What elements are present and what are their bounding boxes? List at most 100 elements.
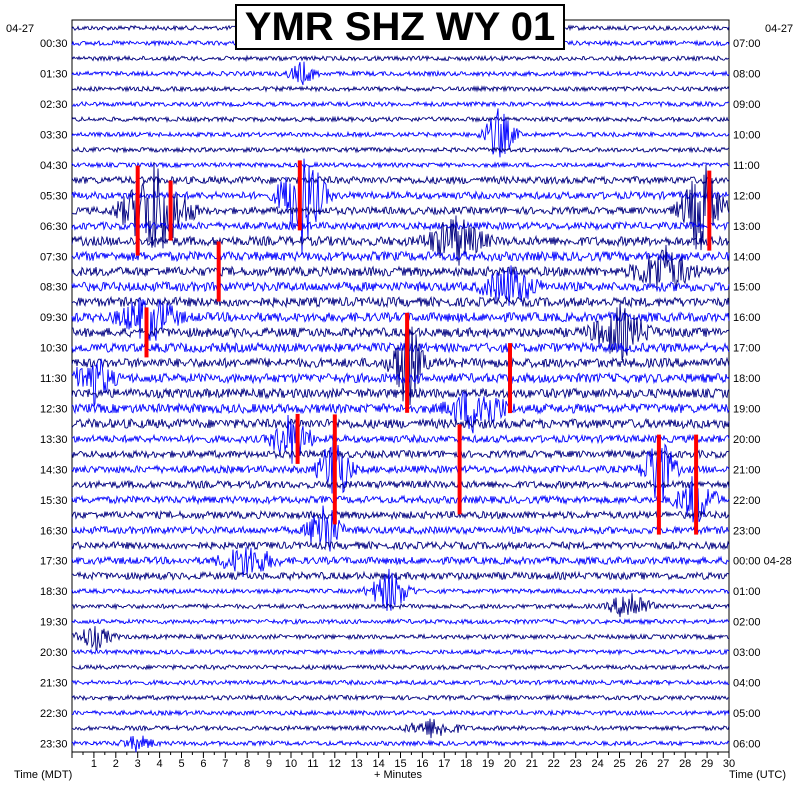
left-time-label: 13:30	[40, 434, 68, 446]
trace-line	[71, 175, 730, 186]
clipped-segment	[297, 160, 302, 231]
x-tick-label: 30	[723, 758, 735, 770]
trace-line	[71, 663, 730, 671]
trace-line	[71, 326, 730, 406]
left-time-label: 06:30	[40, 221, 68, 233]
clipped-segment	[405, 312, 410, 413]
clipped-segment	[707, 170, 712, 251]
clipped-segment	[144, 307, 149, 358]
right-time-label: 15:00	[733, 282, 761, 294]
x-tick-label: 28	[679, 758, 691, 770]
trace-line	[71, 570, 730, 582]
x-tick-label: 29	[701, 758, 713, 770]
trace-line	[71, 509, 730, 521]
trace-line	[71, 85, 730, 93]
seismic-traces	[71, 24, 730, 753]
trace-line	[71, 438, 730, 503]
right-time-label: 19:00	[733, 404, 761, 416]
x-tick-label: 16	[416, 758, 428, 770]
x-tick-label: 7	[222, 758, 228, 770]
date-right-label: 04-27	[765, 23, 793, 35]
plot-frame	[71, 19, 730, 753]
left-time-label: 18:30	[40, 586, 68, 598]
trace-line	[71, 593, 730, 618]
trace-line	[71, 568, 730, 611]
left-time-label: 05:30	[40, 190, 68, 202]
trace-line	[71, 414, 730, 464]
trace-line	[71, 303, 730, 361]
left-time-label: 12:30	[40, 404, 68, 416]
station-title: YMR SHZ WY 01	[244, 4, 556, 49]
x-tick-label: 6	[200, 758, 206, 770]
trace-line	[71, 693, 730, 702]
right-time-label: 08:00	[733, 69, 761, 81]
trace-line	[71, 718, 730, 739]
x-tick-label: 20	[504, 758, 516, 770]
x-axis-ticks: 1 2 3 4 5 6 7 8 9 10 11 12 13 14 15 16 17 18 19 20 21 22 23 24 2…	[71, 752, 735, 770]
trace-line	[71, 648, 730, 656]
x-tick-label: 21	[526, 758, 538, 770]
clipped-segment	[656, 434, 661, 535]
x-tick-label: 4	[157, 758, 163, 770]
right-time-label: 14:00	[733, 251, 761, 263]
x-tick-label: 15	[394, 758, 406, 770]
x-tick-label: 27	[657, 758, 669, 770]
right-time-label: 10:00	[733, 130, 761, 142]
station-title-box: YMR SHZ WY 01	[235, 4, 565, 50]
right-time-label: 22:00	[733, 495, 761, 507]
date-left-label: 04-27	[6, 23, 34, 35]
x-tick-label: 12	[329, 758, 341, 770]
trace-line	[72, 709, 730, 717]
left-time-label: 15:30	[40, 495, 68, 507]
right-time-label: 21:00	[733, 464, 761, 476]
left-time-label: 21:30	[40, 678, 68, 690]
trace-line	[71, 626, 730, 652]
x-tick-label: 3	[135, 758, 141, 770]
clipped-segment	[295, 413, 300, 464]
right-time-label: 03:00	[733, 647, 761, 659]
clipped-segment	[332, 414, 337, 525]
left-time-label: 14:30	[40, 464, 68, 476]
left-time-label: 16:30	[40, 525, 68, 537]
trace-line	[71, 250, 730, 263]
right-time-label: 18:00	[733, 373, 761, 385]
right-time-label: 11:00	[733, 160, 760, 172]
trace-line	[71, 341, 730, 354]
x-axis-right-label: Time (UTC)	[729, 769, 786, 781]
right-time-label: 06:00	[733, 738, 761, 750]
left-time-label: 22:30	[40, 708, 68, 720]
left-time-label: 07:30	[40, 251, 68, 263]
trace-line	[71, 448, 730, 460]
x-tick-label: 5	[178, 758, 184, 770]
right-time-label: 16:00	[733, 312, 761, 324]
trace-line	[71, 100, 730, 108]
right-time-label: 23:00	[733, 525, 761, 537]
trace-line	[71, 505, 729, 552]
left-time-label: 10:30	[40, 343, 68, 355]
trace-line	[71, 391, 730, 434]
clipped-segments	[135, 160, 712, 535]
x-tick-label: 10	[285, 758, 297, 770]
left-time-label: 17:30	[40, 556, 68, 568]
left-time-label: 00:30	[40, 38, 68, 50]
clipped-segment	[694, 434, 699, 535]
trace-line	[71, 61, 730, 86]
trace-line	[71, 115, 730, 124]
trace-line	[71, 244, 730, 290]
trace-line	[71, 358, 730, 407]
trace-line	[71, 735, 730, 753]
x-tick-label: 22	[548, 758, 560, 770]
x-tick-label: 1	[91, 758, 97, 770]
right-time-label: 05:00	[733, 708, 761, 720]
left-time-label: 20:30	[40, 647, 68, 659]
right-time-labels: 07:00 08:00 09:00 10:00 11:00 12:00 13:00 14:00…	[733, 38, 792, 750]
right-time-label: 09:00	[733, 99, 761, 111]
trace-line	[71, 295, 730, 309]
trace-line	[71, 161, 730, 169]
x-tick-label: 2	[113, 758, 119, 770]
trace-line	[71, 215, 730, 266]
right-time-label: 12:00	[733, 190, 761, 202]
trace-line	[71, 158, 730, 255]
x-tick-label: 24	[591, 758, 603, 770]
right-time-label: 20:00	[733, 434, 761, 446]
